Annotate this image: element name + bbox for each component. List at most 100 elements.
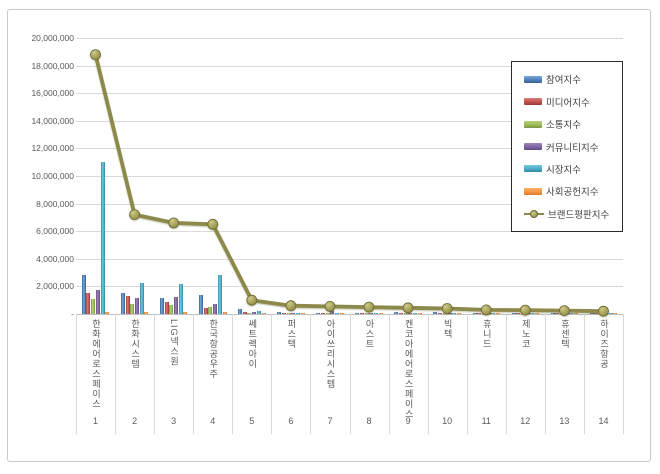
bar-social-13 (574, 313, 579, 314)
y-axis-tick-label: 8,000,000 (36, 198, 74, 209)
bar-market-4 (217, 275, 222, 314)
line-marker (168, 217, 180, 229)
category-label-text: 제노코 (520, 319, 531, 349)
category-label-text: 휴니드 (481, 319, 492, 349)
bar-community-9 (408, 312, 413, 314)
bar-market-12 (530, 313, 535, 314)
category-label-text: 아스트 (364, 319, 375, 349)
legend-item-media: 미디어지수 (524, 95, 622, 109)
y-axis-tick-label: - (71, 309, 74, 319)
y-axis-tick-label: 10,000,000 (31, 171, 74, 181)
category-separator (583, 314, 585, 434)
category-label-text: 쎄트렉아이 (247, 319, 258, 369)
category-rank: 3 (171, 416, 177, 426)
bar-market-11 (491, 313, 496, 314)
y-axis-tick-label: 6,000,000 (36, 226, 74, 237)
category-rank: 11 (481, 416, 491, 426)
line-marker (207, 218, 219, 230)
bar-community-4 (213, 304, 218, 314)
category-separator (466, 314, 468, 434)
bar-social-7 (339, 313, 344, 314)
category-label: 퍼스텍 (271, 319, 310, 419)
bar-social-2 (144, 311, 149, 314)
category-rank: 2 (132, 416, 138, 426)
category-separator (544, 314, 546, 434)
bar-media-10 (438, 313, 443, 314)
bar-community-3 (174, 297, 179, 314)
category-rank: 7 (327, 416, 333, 426)
bar-market-14 (608, 313, 613, 314)
bar-participation-12 (511, 312, 516, 314)
bar-participation-4 (199, 295, 203, 314)
bar-participation-1 (81, 275, 86, 314)
bar-community-6 (291, 312, 296, 314)
bar-community-10 (447, 313, 452, 314)
line-marker (285, 300, 297, 312)
category-label: 휴센텍 (545, 319, 584, 419)
bar-communication-12 (520, 313, 525, 314)
legend-label: 브랜드평판지수 (548, 209, 610, 221)
legend-label: 미디어지수 (546, 97, 590, 109)
legend-item-communication: 소통지수 (524, 117, 622, 131)
bar-social-9 (417, 313, 422, 314)
bar-participation-3 (159, 298, 164, 314)
bar-social-6 (300, 313, 305, 314)
category-label: LIG넥스원 (154, 319, 193, 419)
bar-media-7 (320, 312, 325, 314)
legend-item-brand: 브랜드평판지수 (524, 207, 622, 221)
bar-participation-2 (120, 293, 125, 314)
category-rank: 8 (366, 416, 372, 426)
bar-community-2 (134, 298, 139, 314)
bar-community-5 (252, 311, 257, 314)
bar-media-12 (516, 313, 521, 314)
bar-participation-8 (355, 312, 360, 314)
category-rank: 13 (559, 416, 570, 426)
legend-swatch-communication-icon (524, 120, 542, 128)
bar-market-2 (139, 282, 144, 314)
gridline (76, 286, 623, 288)
category-label: 아이쓰리시스템 (310, 319, 349, 419)
bar-social-5 (261, 313, 266, 314)
y-axis-tick-label: 16,000,000 (31, 88, 74, 99)
bar-social-10 (456, 313, 461, 314)
category-separator (427, 314, 429, 434)
bar-market-3 (178, 284, 183, 314)
line-marker (129, 209, 140, 221)
category-rank: 10 (442, 416, 453, 426)
bar-community-11 (486, 313, 491, 314)
category-separator (505, 314, 507, 434)
category-label-text: 한화에어로스페이스 (91, 319, 102, 409)
line-marker (90, 49, 101, 61)
gridline (76, 258, 623, 260)
category-label-text: LIG넥스원 (169, 319, 180, 367)
bar-social-4 (222, 312, 227, 314)
bar-social-14 (613, 313, 618, 314)
bar-social-3 (183, 311, 188, 314)
category-label: 휴니드 (467, 319, 506, 419)
legend-swatch-community-icon (524, 143, 542, 150)
legend-swatch-brand-icon (524, 209, 544, 218)
legend-item-participation: 참여지수 (524, 72, 622, 86)
category-label-text: 휴센텍 (559, 319, 570, 349)
legend-swatch-participation-icon (524, 75, 542, 83)
bar-media-4 (203, 307, 208, 314)
bar-market-9 (413, 313, 418, 314)
bar-market-6 (295, 312, 300, 314)
bar-media-5 (242, 311, 247, 314)
bar-market-7 (335, 312, 339, 314)
bar-communication-9 (403, 313, 408, 314)
legend-label: 소통지수 (546, 120, 581, 132)
category-separator (271, 314, 273, 434)
category-rank: 6 (288, 416, 294, 426)
y-axis-tick-label: 20,000,000 (31, 33, 74, 43)
category-separator (349, 314, 351, 434)
category-separator (232, 314, 234, 434)
bar-community-8 (369, 313, 374, 314)
category-label-text: 한화시스템 (130, 319, 141, 369)
bar-social-1 (105, 311, 110, 314)
y-axis-tick-label: 14,000,000 (31, 115, 74, 126)
bar-market-13 (569, 313, 574, 314)
bar-communication-10 (442, 313, 447, 314)
line-marker (363, 301, 375, 313)
bar-community-7 (330, 310, 335, 314)
